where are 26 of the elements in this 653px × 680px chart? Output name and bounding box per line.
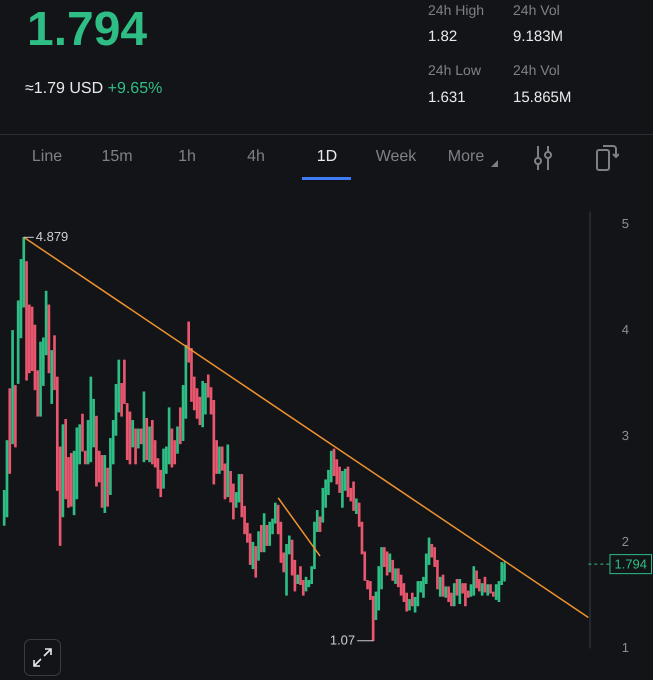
y-tick-label: 2 <box>622 534 630 549</box>
y-tick-label: 1 <box>622 640 630 655</box>
text: 24h Low <box>428 62 481 78</box>
text: 1h <box>177 148 197 166</box>
y-tick-label: 5 <box>622 216 630 232</box>
text: +9.65% <box>108 80 162 97</box>
text: 1D <box>316 148 338 166</box>
text: 15m <box>100 148 134 166</box>
text: 9.183M <box>513 28 564 45</box>
y-tick-label: 3 <box>622 428 630 443</box>
annotation: 4.879 <box>36 228 68 244</box>
text: 24h Vol <box>513 62 560 78</box>
text: Line <box>30 148 64 166</box>
y-tick-label: 4 <box>622 322 630 338</box>
text: 24h High <box>428 2 484 18</box>
text: 24h Vol <box>513 2 560 18</box>
chart-title: 1.794 <box>27 2 148 57</box>
text: 1.631 <box>428 89 466 106</box>
text: Week <box>374 148 418 166</box>
annotation: 1.07 <box>330 632 356 648</box>
text: 4h <box>246 148 266 166</box>
ref-line-label: 1.794 <box>614 556 648 572</box>
text: 1.82 <box>428 28 458 45</box>
text: ≈1.79 USD <box>25 80 104 97</box>
text: 15.865M <box>513 89 572 106</box>
text: More <box>446 148 486 166</box>
